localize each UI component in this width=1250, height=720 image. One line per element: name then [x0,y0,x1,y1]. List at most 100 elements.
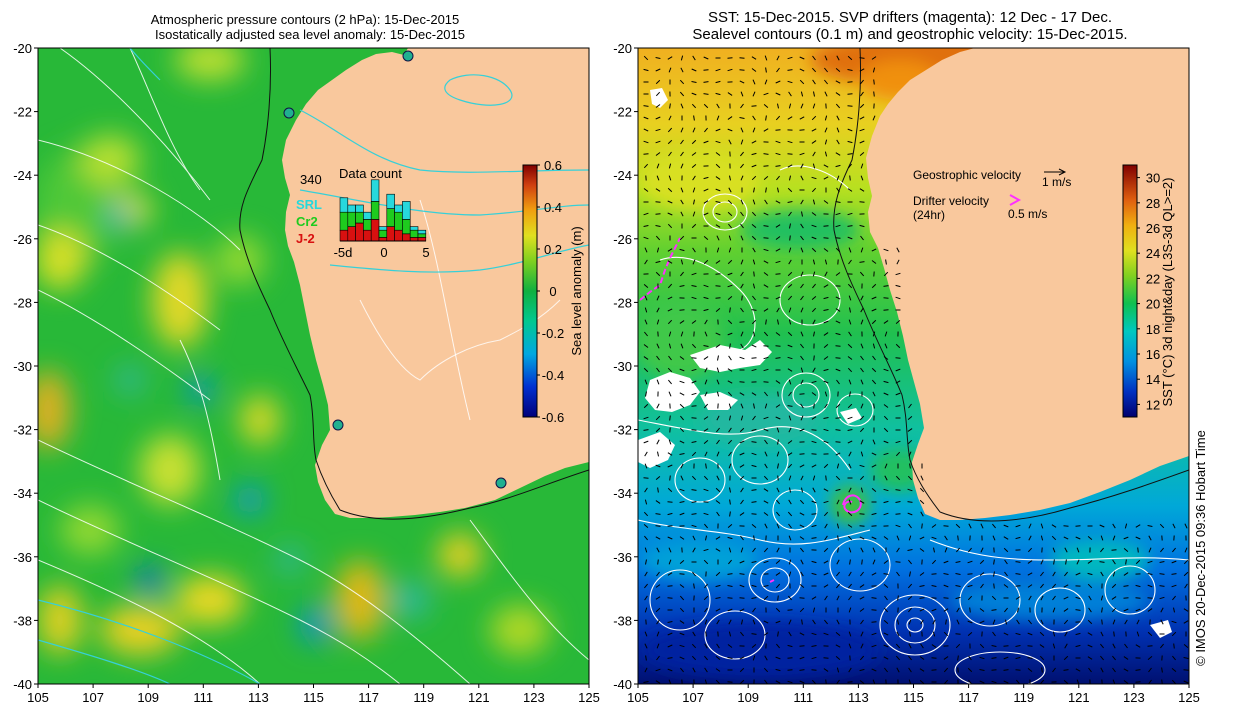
velocity-arrow [1064,631,1068,637]
velocity-arrow [836,523,840,529]
velocity-arrow [883,644,889,648]
velocity-arrow [727,644,733,648]
velocity-arrow [667,464,673,468]
drifter-velocity-label: Drifter velocity [913,194,989,208]
velocity-arrow [763,284,769,288]
velocity-arrow [883,285,889,287]
velocity-arrow [656,319,660,325]
velocity-arrow [1088,607,1092,613]
velocity-arrow [860,631,864,637]
velocity-arrow [775,236,781,240]
velocity-arrow [1015,524,1021,528]
velocity-arrow [703,176,709,180]
velocity-arrow [739,452,745,456]
velocity-arrow [883,415,889,421]
velocity-arrow [739,356,745,360]
velocity-arrow [1123,585,1129,587]
velocity-arrow [823,284,829,288]
velocity-arrow [1112,655,1116,661]
velocity-arrow [679,427,685,433]
velocity-arrow [763,667,769,673]
velocity-arrow [643,140,649,144]
velocity-arrow [907,596,913,600]
velocity-arrow [764,439,768,445]
velocity-arrow [908,667,912,673]
velocity-arrow [871,308,877,312]
velocity-arrow [1135,524,1141,528]
velocity-arrow [835,152,841,156]
velocity-arrow [871,367,877,373]
velocity-arrow [1015,536,1021,540]
velocity-arrow [799,524,805,528]
velocity-arrow [1147,525,1153,527]
velocity-arrow [813,355,815,361]
velocity-arrow [777,463,779,469]
velocity-arrow [824,115,828,121]
drifter-velocity-speed: 0.5 m/s [1008,207,1047,221]
velocity-arrow [908,559,912,565]
velocity-arrow [824,619,828,625]
velocity-arrow [775,560,781,564]
velocity-arrow [859,128,865,132]
velocity-arrow [679,91,685,97]
velocity-arrow [777,187,779,193]
velocity-arrow [871,488,877,492]
inset-bar-j2 [378,237,388,242]
velocity-arrow [740,283,744,289]
velocity-arrow [931,573,937,575]
velocity-arrow [788,211,792,217]
velocity-arrow [799,512,805,516]
velocity-arrow [847,535,853,541]
velocity-arrow [716,247,720,253]
velocity-arrow [787,669,793,671]
velocity-arrow [692,55,696,61]
velocity-arrow [1016,619,1020,625]
left-map-panel: Atmospheric pressure contours (2 hPa): 1… [13,12,600,705]
velocity-arrow [859,668,865,672]
velocity-arrow [859,584,865,588]
velocity-arrow [967,620,973,624]
velocity-arrow [859,188,865,192]
velocity-arrow [883,512,889,516]
velocity-arrow [644,595,648,601]
velocity-arrow [1147,645,1153,647]
velocity-arrow [1099,524,1105,528]
velocity-arrow [727,332,733,336]
geo-velocity-label: Geostrophic velocity [913,168,1021,182]
velocity-arrow [883,248,889,252]
velocity-arrow [1004,619,1008,625]
velocity-arrow [800,331,804,337]
velocity-arrow [1173,607,1175,613]
velocity-arrow [859,116,865,120]
velocity-arrow [763,92,769,96]
velocity-arrow [811,224,817,228]
velocity-arrow [800,295,804,301]
velocity-arrow [715,68,721,72]
velocity-arrow [1052,595,1056,601]
velocity-arrow [1183,608,1189,612]
velocity-arrow [703,212,709,216]
velocity-arrow [679,644,685,648]
inset-bar-cr2 [370,201,380,220]
velocity-arrow [740,331,744,337]
velocity-arrow [897,595,899,601]
velocity-arrow [811,596,817,600]
velocity-arrow [799,536,805,540]
velocity-arrow [824,391,828,397]
velocity-arrow [1087,583,1093,589]
velocity-arrow [860,175,864,181]
velocity-arrow [955,561,961,563]
inset-bar-j2 [355,222,364,242]
velocity-arrow [1100,595,1104,601]
velocity-arrow [668,559,672,565]
velocity-arrow [1076,547,1080,553]
velocity-arrow [655,188,661,192]
velocity-arrow [727,657,733,659]
velocity-arrow [715,548,721,552]
velocity-arrow [1159,523,1165,529]
velocity-arrow [980,547,984,553]
velocity-arrow [656,307,660,313]
velocity-arrow [752,91,756,97]
velocity-arrow [859,57,865,59]
sst-colorbar-label: SST (°C) 3d night&day (L3S-3d QL>=2) [1160,178,1175,407]
